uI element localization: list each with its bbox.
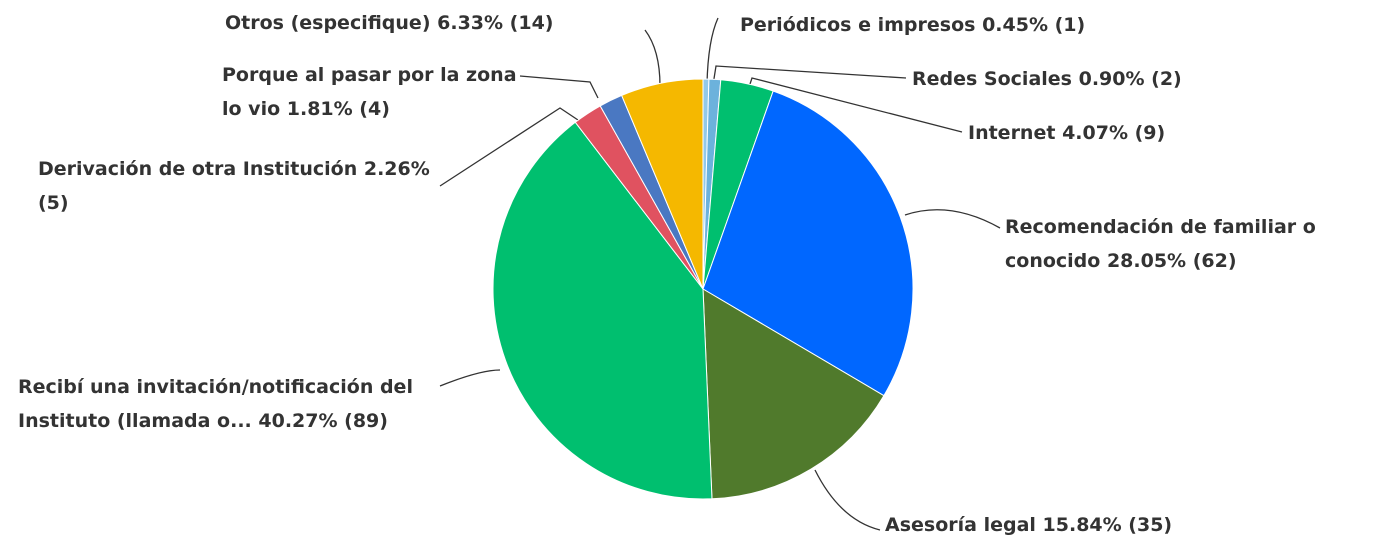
slice xyxy=(702,288,885,500)
slice-label: Porque al pasar por la zona lo vio 1.81%… xyxy=(222,58,522,126)
slice-label: Asesoría legal 15.84% (35) xyxy=(885,508,1172,542)
slice-label: Periódicos e impresos 0.45% (1) xyxy=(740,8,1085,42)
value-label: 2.26% (5) xyxy=(38,158,430,214)
value-label: 15.84% (35) xyxy=(1042,514,1173,536)
leader-lines xyxy=(439,17,1001,531)
slice-label: Internet 4.07% (9) xyxy=(968,116,1165,150)
category-name: Recibí una invitación/notificación del I… xyxy=(18,376,413,432)
value-label: 1.81% (4) xyxy=(286,98,390,120)
category-name: Derivación de otra Institución xyxy=(38,158,358,180)
category-name: Asesoría legal xyxy=(885,514,1036,536)
category-name: Internet xyxy=(968,122,1056,144)
value-label: 0.45% (1) xyxy=(982,14,1086,36)
slice xyxy=(620,78,704,290)
category-name: Otros (especifique) xyxy=(225,12,431,34)
slice-label: Otros (especifique) 6.33% (14) xyxy=(225,6,553,40)
value-label: 4.07% (9) xyxy=(1062,122,1166,144)
category-name: Redes Sociales xyxy=(912,68,1072,90)
slice-label: Derivación de otra Institución 2.26% (5) xyxy=(38,152,458,220)
slice-label: Redes Sociales 0.90% (2) xyxy=(912,62,1182,96)
value-label: 6.33% (14) xyxy=(437,12,554,34)
category-name: Recomendación de familiar o conocido xyxy=(1005,216,1316,272)
slice-label: Recibí una invitación/notificación del I… xyxy=(18,370,438,438)
slice-label: Recomendación de familiar o conocido 28.… xyxy=(1005,210,1395,278)
category-name: Periódicos e impresos xyxy=(740,14,976,36)
value-label: 28.05% (62) xyxy=(1106,250,1237,272)
value-label: 0.90% (2) xyxy=(1078,68,1182,90)
category-name: Porque al pasar por la zona lo vio xyxy=(222,64,517,120)
value-label: 40.27% (89) xyxy=(258,410,388,432)
slices xyxy=(492,78,914,500)
slice xyxy=(492,121,713,500)
